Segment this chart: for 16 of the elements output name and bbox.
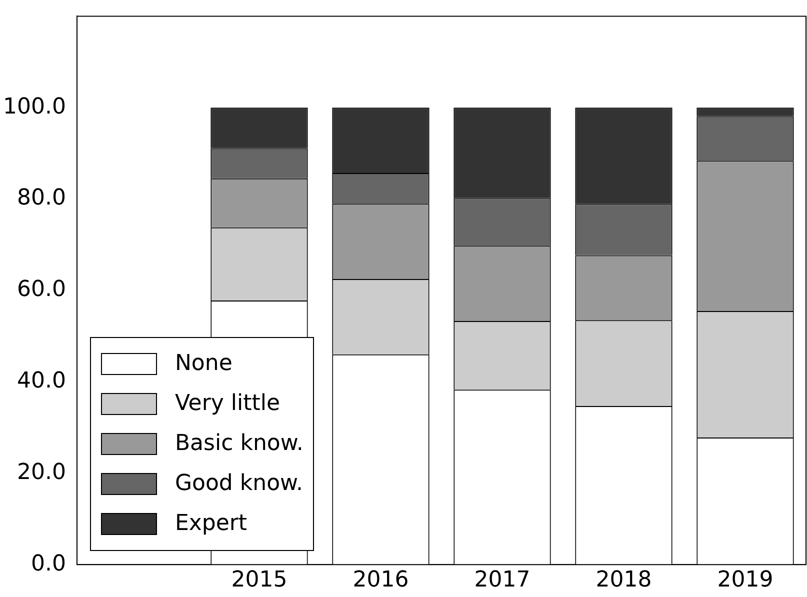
legend-label: Expert [174, 511, 248, 536]
y-tick-label: 80.0 [16, 186, 66, 211]
x-tick-label: 2016 [352, 568, 409, 593]
y-tick-label: 0.0 [30, 551, 66, 576]
x-tick-label: 2015 [231, 568, 288, 593]
y-tick-label: 20.0 [16, 460, 66, 485]
series-label: None [174, 351, 232, 376]
legend-label: Good know. [174, 471, 304, 496]
x-tick-label: 2019 [717, 568, 774, 593]
x-tick-label: 2017 [474, 568, 530, 593]
y-tick-label: 40.0 [16, 368, 66, 394]
legend-label: Basic know. [174, 431, 304, 456]
y-tick-label: 100.0 [2, 94, 66, 120]
x-tick-label: 2018 [596, 568, 652, 593]
y-tick-label: 60.0 [16, 277, 66, 302]
legend-label: Very little [174, 391, 280, 416]
